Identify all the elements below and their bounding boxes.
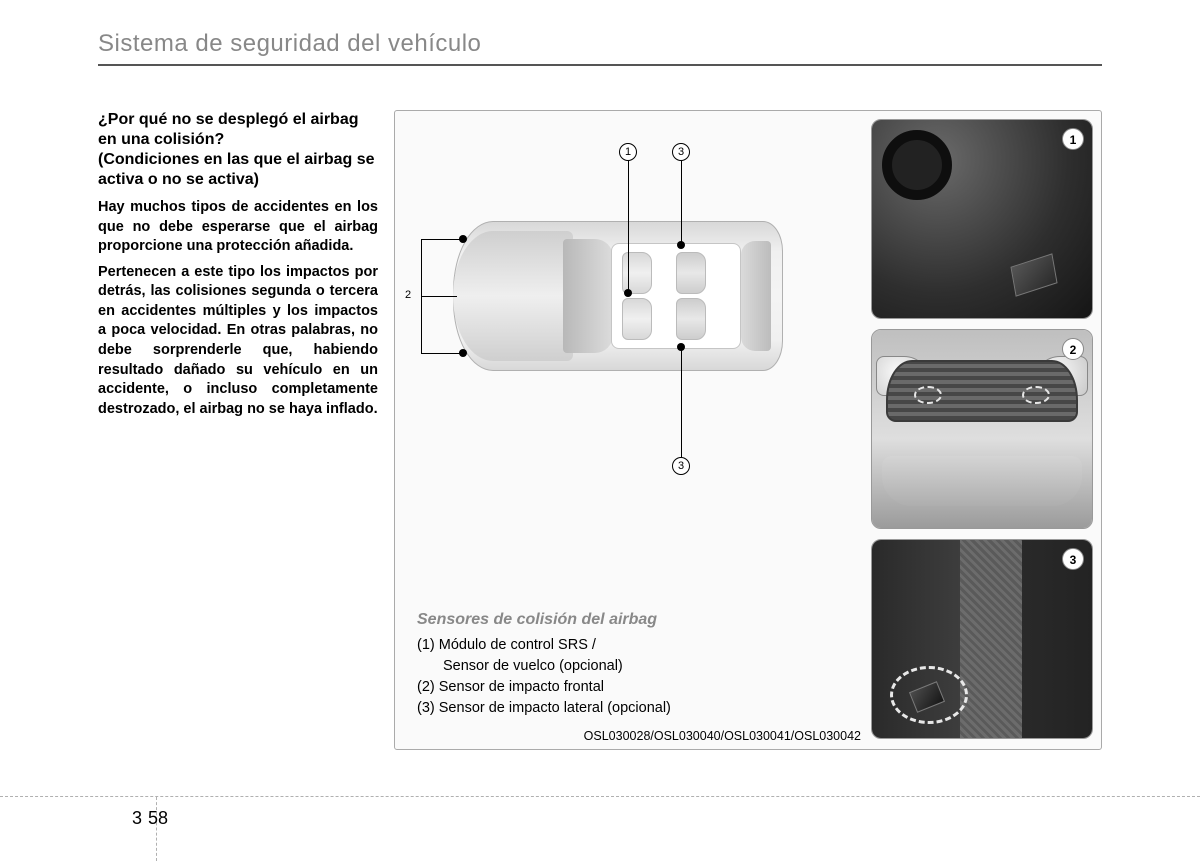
callout-line-2b (421, 353, 463, 354)
front-sensor-mark-right (1022, 386, 1050, 404)
chapter-number: 3 (132, 808, 142, 828)
thumb-badge-1: 1 (1062, 128, 1084, 150)
callout-line-1 (628, 161, 629, 293)
car-rear-window (741, 241, 771, 351)
seat-front-left (622, 252, 652, 294)
caption-block: Sensores de colisión del airbag (1) Módu… (417, 611, 861, 719)
figure-reference-code: OSL030028/OSL030040/OSL030041/OSL030042 (584, 729, 861, 743)
callout-number-2: 2 (399, 287, 417, 305)
section-title: Sistema de seguridad del vehículo (98, 30, 1102, 66)
callout-number-3b: 3 (672, 457, 690, 475)
caption-item-2-label: Sensor de impacto frontal (439, 679, 604, 695)
callout-dot-3b (677, 343, 685, 351)
car-hood (453, 231, 573, 361)
question-heading: ¿Por qué no se desplegó el airbag en una… (98, 110, 378, 190)
caption-item-3: (3) Sensor de impacto lateral (opcional) (417, 698, 861, 719)
figure-panel: 1 3 3 2 (394, 110, 1102, 750)
caption-item-1-label: Módulo de control SRS / (439, 637, 596, 653)
callout-line-2h (421, 296, 457, 297)
caption-item-2-num: (2) (417, 679, 435, 695)
thumbnail-3-bpillar: 3 (871, 539, 1093, 739)
callout-line-2v (421, 239, 422, 354)
callout-dot-3a (677, 241, 685, 249)
seat-rear-right (676, 298, 706, 340)
seat-rear-left (676, 252, 706, 294)
car-windshield (563, 239, 613, 353)
paragraph-2: Pertenecen a este tipo los impactos por … (98, 263, 378, 420)
footer-rule (0, 796, 1200, 797)
callout-line-2t (421, 239, 463, 240)
caption-title: Sensores de colisión del airbag (417, 611, 861, 629)
caption-item-1-num: (1) (417, 637, 435, 653)
callout-line-3a (681, 161, 682, 245)
thumb-badge-2: 2 (1062, 338, 1084, 360)
thumbnail-2-front: 2 (871, 329, 1093, 529)
diagram-main: 1 3 3 2 (395, 111, 871, 749)
thumbnail-1-interior: 1 (871, 119, 1093, 319)
callout-dot-2b (459, 349, 467, 357)
page-number: 3 58 (132, 808, 168, 829)
steering-wheel-icon (882, 130, 952, 200)
caption-item-3-num: (3) (417, 700, 435, 716)
callout-number-3a: 3 (672, 143, 690, 161)
footer-vertical-rule (156, 797, 157, 861)
callout-dot-2a (459, 235, 467, 243)
paragraph-1: Hay muchos tipos de accidentes en los qu… (98, 198, 378, 257)
caption-item-1: (1) Módulo de control SRS / (417, 635, 861, 656)
callout-line-3b (681, 347, 682, 457)
callout-dot-1 (624, 289, 632, 297)
front-sensor-mark-left (914, 386, 942, 404)
thumbnail-column: 1 2 3 (871, 111, 1101, 749)
content-row: ¿Por qué no se desplegó el airbag en una… (98, 110, 1102, 750)
page-number-value: 58 (148, 808, 168, 828)
text-column: ¿Por qué no se desplegó el airbag en una… (98, 110, 378, 750)
car-top-view-illustration: 1 3 3 2 (423, 161, 783, 531)
thumb-badge-3: 3 (1062, 548, 1084, 570)
pillar-trim-icon (960, 540, 1022, 738)
caption-item-3-label: Sensor de impacto lateral (opcional) (439, 700, 671, 716)
caption-item-2: (2) Sensor de impacto frontal (417, 677, 861, 698)
front-bumper-icon (882, 456, 1082, 506)
callout-number-1: 1 (619, 143, 637, 161)
caption-item-1-line2: Sensor de vuelco (opcional) (417, 656, 861, 677)
seat-front-right (622, 298, 652, 340)
manual-page: Sistema de seguridad del vehículo ¿Por q… (0, 0, 1200, 861)
